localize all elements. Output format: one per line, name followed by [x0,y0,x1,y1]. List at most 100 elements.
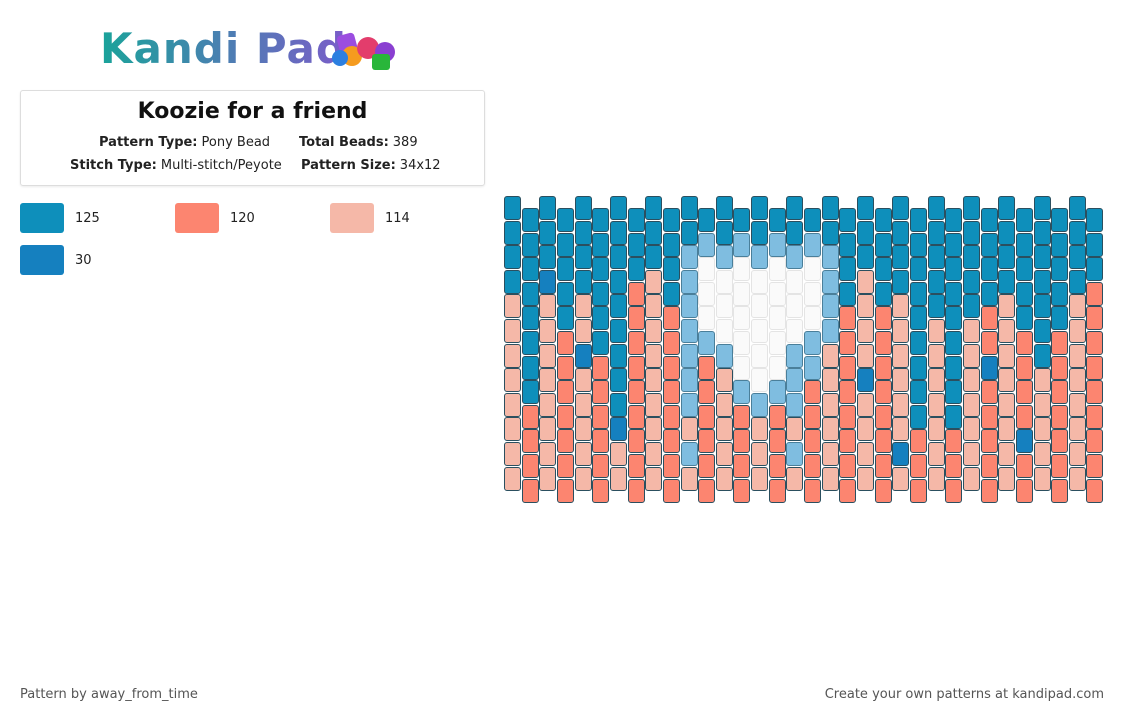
bead [998,245,1016,270]
bead [839,454,857,478]
field-label: Pattern Type: [99,135,198,150]
bead [874,454,892,478]
bead [627,331,645,355]
bead [857,294,874,319]
bead [574,392,592,417]
bead [1086,380,1104,405]
bead [609,392,627,417]
bead [715,220,733,245]
bead [1015,281,1033,306]
bead [962,466,980,491]
bead [504,294,521,319]
bead [839,355,857,380]
bead [1015,380,1033,405]
bead [998,294,1016,319]
bead [733,331,751,355]
bead [1051,380,1069,405]
bead [680,220,698,245]
bead [645,392,663,417]
bead [504,196,521,220]
bead [980,281,998,306]
bead [804,232,822,257]
bead [698,306,716,331]
bead [1015,454,1033,478]
bead [1015,355,1033,380]
bead [645,269,663,294]
bead [1051,454,1069,478]
bead [733,380,751,405]
bead [680,319,698,343]
bead [521,306,539,331]
bead [662,306,680,331]
bead [1086,208,1104,232]
bead [892,269,910,294]
bead [609,220,627,245]
bead [662,380,680,405]
bead [857,466,874,491]
bead [857,343,874,368]
logo[interactable]: Kandi Pad [100,24,347,73]
bead [627,208,645,232]
bead [592,478,610,503]
bead [821,442,839,466]
field-label: Total Beads: [299,135,389,150]
bead [998,319,1016,343]
bead [1068,196,1086,220]
bead [945,478,963,503]
bead [521,478,539,503]
bead [521,429,539,454]
bead [592,331,610,355]
bead [945,306,963,331]
bead [574,245,592,270]
bead [680,392,698,417]
bead [645,442,663,466]
bead [839,257,857,282]
bead [768,281,786,306]
bead [1051,208,1069,232]
bead [821,269,839,294]
bead [1086,454,1104,478]
bead [539,417,557,442]
bead [698,281,716,306]
bead [592,281,610,306]
bead [786,196,804,220]
bead [609,269,627,294]
bead [909,306,927,331]
bead [892,343,910,368]
bead [874,355,892,380]
bead [680,245,698,270]
bead [804,478,822,503]
footer-link[interactable]: Create your own patterns at kandipad.com [824,687,1104,702]
bead [945,232,963,257]
bead [698,454,716,478]
bead [857,368,874,393]
bead [1068,343,1086,368]
bead [857,442,874,466]
bead [1068,392,1086,417]
bead [786,269,804,294]
bead [539,269,557,294]
bead [521,281,539,306]
bead [556,232,574,257]
bead [751,196,769,220]
bead [592,257,610,282]
bead [504,245,521,270]
bead [998,442,1016,466]
bead [962,294,980,319]
bead [786,319,804,343]
bead [556,257,574,282]
bead [980,208,998,232]
bead [645,319,663,343]
bead [1068,466,1086,491]
bead [1051,306,1069,331]
bead [574,269,592,294]
bead [1068,294,1086,319]
bead [839,404,857,429]
bead [627,232,645,257]
bead [768,380,786,405]
bead [539,196,557,220]
bead [521,355,539,380]
bead [804,257,822,282]
bead [768,306,786,331]
